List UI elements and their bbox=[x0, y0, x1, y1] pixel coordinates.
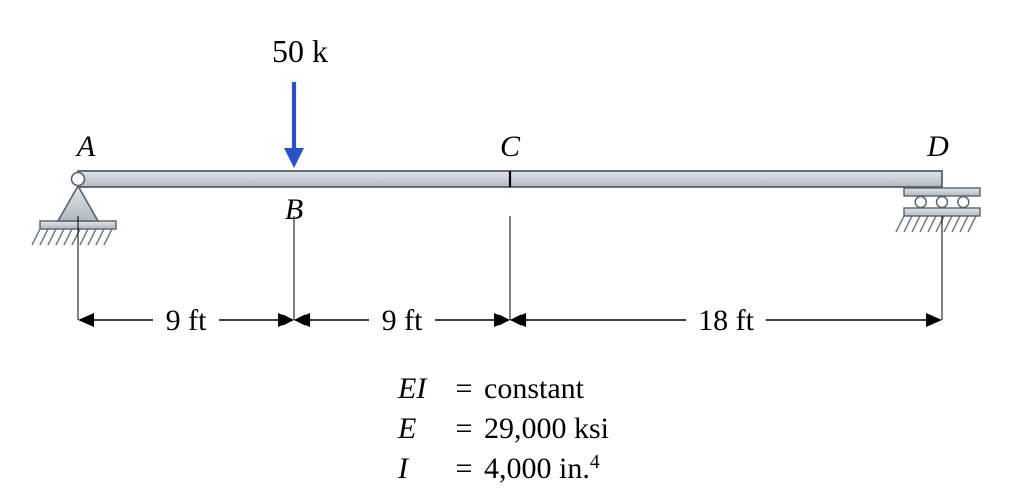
point-label-D: D bbox=[926, 130, 949, 163]
roller-wheel bbox=[915, 197, 926, 208]
equation-rhs-2: 4,000 in.4 bbox=[484, 452, 600, 486]
beam-diagram: 50 kABCD9 ft9 ft18 ftEI=constantE=29,000… bbox=[0, 0, 1032, 500]
support-pin-A bbox=[58, 186, 98, 221]
roller-wheel bbox=[937, 197, 948, 208]
point-label-C: C bbox=[500, 130, 521, 163]
dim-label-1: 9 ft bbox=[382, 304, 423, 337]
hinge-A bbox=[72, 173, 85, 186]
load-arrow-head bbox=[284, 148, 304, 168]
support-base-D bbox=[904, 208, 980, 216]
roller-wheel bbox=[958, 197, 969, 208]
equation-lhs-2: I bbox=[397, 452, 410, 485]
equation-eq-0: = bbox=[456, 372, 473, 405]
equation-rhs-0: constant bbox=[484, 372, 585, 405]
load-label: 50 k bbox=[272, 33, 328, 69]
equation-lhs-1: E bbox=[397, 412, 416, 445]
dim-label-0: 9 ft bbox=[166, 304, 207, 337]
dim-label-2: 18 ft bbox=[698, 304, 754, 337]
equation-eq-2: = bbox=[456, 452, 473, 485]
equation-rhs-1: 29,000 ksi bbox=[484, 412, 609, 445]
point-label-A: A bbox=[75, 130, 96, 163]
support-slab-D bbox=[904, 188, 980, 196]
equation-eq-1: = bbox=[456, 412, 473, 445]
equation-lhs-0: EI bbox=[397, 372, 428, 405]
